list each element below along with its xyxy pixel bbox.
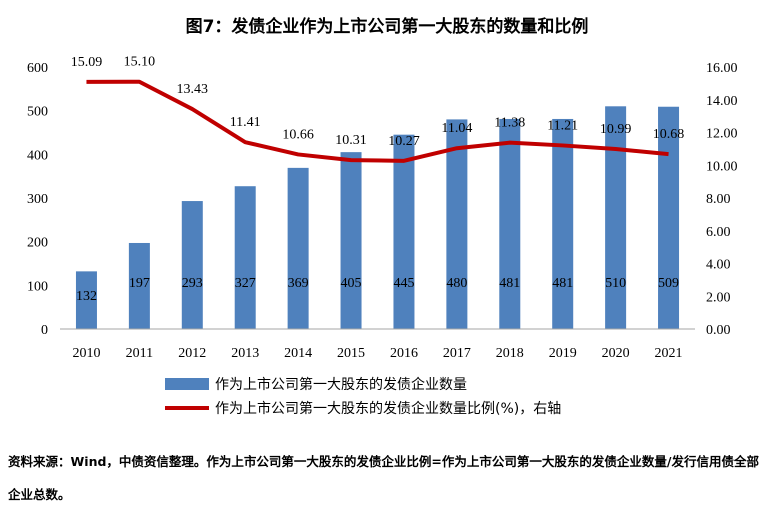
- x-tick-label: 2011: [126, 346, 153, 361]
- line-value-label: 10.66: [282, 127, 314, 142]
- y-right-tick-label: 16.00: [706, 61, 738, 76]
- line-value-label: 11.04: [441, 121, 472, 136]
- bar-value-label: 327: [235, 276, 256, 291]
- y-right-tick-label: 8.00: [706, 192, 731, 207]
- y-right-tick-label: 12.00: [706, 127, 738, 142]
- chart-legend: 作为上市公司第一大股东的发债企业数量 作为上市公司第一大股东的发债企业数量比例(…: [165, 372, 561, 420]
- line-value-label: 10.68: [653, 127, 685, 142]
- line-value-label: 15.10: [124, 55, 156, 70]
- bar-value-label: 481: [499, 276, 520, 291]
- chart-plot: 0 100 200 300 400 500 600 0.00 2.00 4.00 6.00 8.00 1…: [27, 55, 738, 361]
- y-right-tick-label: 4.00: [706, 258, 731, 273]
- bar-value-label: 369: [288, 276, 309, 291]
- y-left-tick-label: 0: [41, 323, 48, 338]
- bar: [605, 106, 627, 329]
- y-right-tick-label: 10.00: [706, 159, 738, 174]
- x-tick-label: 2017: [443, 346, 471, 361]
- legend-bar-swatch: [165, 378, 209, 390]
- bar: [340, 152, 362, 329]
- x-tick-label: 2016: [390, 346, 418, 361]
- y-right-tick-label: 14.00: [706, 94, 738, 109]
- x-tick-label: 2020: [602, 346, 630, 361]
- x-tick-label: 2013: [231, 346, 259, 361]
- source-note: 资料来源：Wind，中债资信整理。作为上市公司第一大股东的发债企业比例=作为上市…: [8, 454, 759, 502]
- x-tick-label: 2021: [655, 346, 683, 361]
- bar: [75, 271, 97, 329]
- line-value-label: 15.09: [71, 55, 103, 70]
- legend-item-ratio: 作为上市公司第一大股东的发债企业数量比例(%)，右轴: [165, 396, 561, 420]
- bar-value-label: 480: [446, 276, 467, 291]
- x-tick-label: 2018: [496, 346, 524, 361]
- line-value-label: 10.31: [335, 133, 367, 148]
- bar-value-label: 132: [76, 289, 97, 304]
- x-tick-label: 2014: [284, 346, 312, 361]
- legend-item-count: 作为上市公司第一大股东的发债企业数量: [165, 372, 561, 396]
- y-right-tick-label: 0.00: [706, 323, 731, 338]
- line-value-label: 11.38: [494, 116, 525, 131]
- y-left-tick-label: 400: [27, 148, 48, 163]
- legend-line-swatch: [165, 406, 209, 410]
- line-value-label: 11.41: [230, 115, 261, 130]
- y-right-tick-label: 2.00: [706, 290, 731, 305]
- y-left-tick-label: 300: [27, 192, 48, 207]
- y-right-tick-label: 6.00: [706, 225, 731, 240]
- line-value-label: 10.27: [388, 134, 420, 149]
- bar-value-label: 445: [393, 276, 414, 291]
- x-tick-label: 2019: [549, 346, 577, 361]
- line-value-label: 13.43: [177, 82, 209, 97]
- line-value-label: 11.21: [547, 118, 578, 133]
- bar: [393, 134, 415, 329]
- legend-label-count: 作为上市公司第一大股东的发债企业数量: [215, 377, 467, 393]
- y-left-tick-label: 600: [27, 61, 48, 76]
- y-left-tick-label: 200: [27, 236, 48, 251]
- ratio-line: [86, 79, 669, 163]
- x-tick-label: 2012: [178, 346, 206, 361]
- bar: [128, 242, 150, 329]
- bar-value-label: 481: [552, 276, 573, 291]
- x-tick-label: 2015: [337, 346, 365, 361]
- y-left-tick-label: 100: [27, 279, 48, 294]
- y-left-tick-label: 500: [27, 105, 48, 120]
- bar-value-label: 510: [605, 276, 626, 291]
- bar: [234, 186, 256, 329]
- bar: [181, 201, 203, 329]
- bar: [552, 118, 574, 329]
- bar: [658, 106, 680, 329]
- bar: [446, 119, 468, 330]
- chart-title: 图7：发债企业作为上市公司第一大股东的数量和比例: [185, 17, 589, 37]
- x-tick-label: 2010: [72, 346, 100, 361]
- bar-value-label: 197: [129, 276, 150, 291]
- legend-label-ratio: 作为上市公司第一大股东的发债企业数量比例(%)，右轴: [215, 401, 562, 417]
- bar-value-label: 405: [341, 276, 362, 291]
- bar: [287, 167, 309, 329]
- bar-value-label: 293: [182, 276, 203, 291]
- bar-value-label: 509: [658, 276, 679, 291]
- bar: [499, 118, 521, 329]
- line-value-label: 10.99: [600, 122, 632, 137]
